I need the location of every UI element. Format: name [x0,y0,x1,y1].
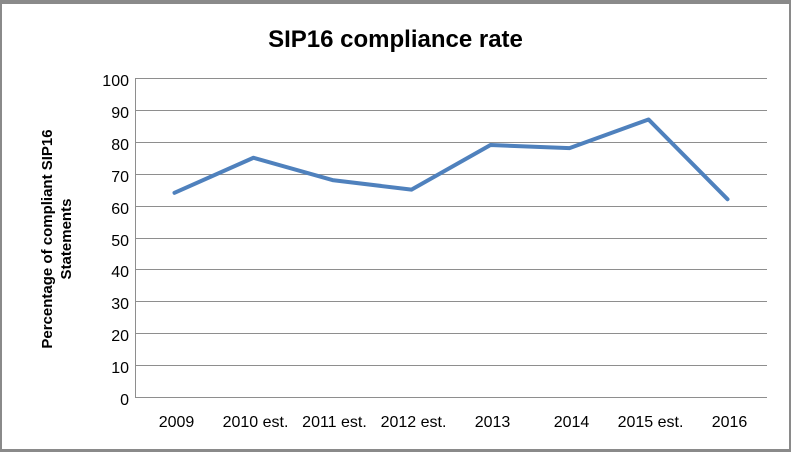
y-tick-label: 0 [120,392,129,409]
y-tick-label: 90 [111,104,129,122]
x-axis-label: 2014 [553,414,590,431]
x-axis-label: 2013 [474,414,511,431]
y-tick-label: 30 [111,296,129,314]
x-axis-label: 2012 est. [380,414,447,431]
y-tick-label: 100 [102,73,129,90]
y-tick-label: 80 [111,136,129,154]
y-tick-label: 20 [111,328,129,346]
chart-title: SIP16 compliance rate [268,26,523,53]
x-axis-label: 2015 est. [617,414,684,431]
x-axis-label: 2016 [711,414,748,431]
plot-area [135,78,767,398]
series-line [172,117,730,202]
y-tick-label: 50 [111,232,129,250]
y-tick-label: 10 [111,360,129,378]
x-axis-label: 2009 [158,414,195,431]
y-tick-label: 60 [111,200,129,218]
y-tick-label: 40 [111,264,129,282]
x-axis-label: 2011 est. [302,414,367,431]
y-tick-label: 70 [111,168,129,186]
x-axis-label: 2010 est. [222,414,289,431]
